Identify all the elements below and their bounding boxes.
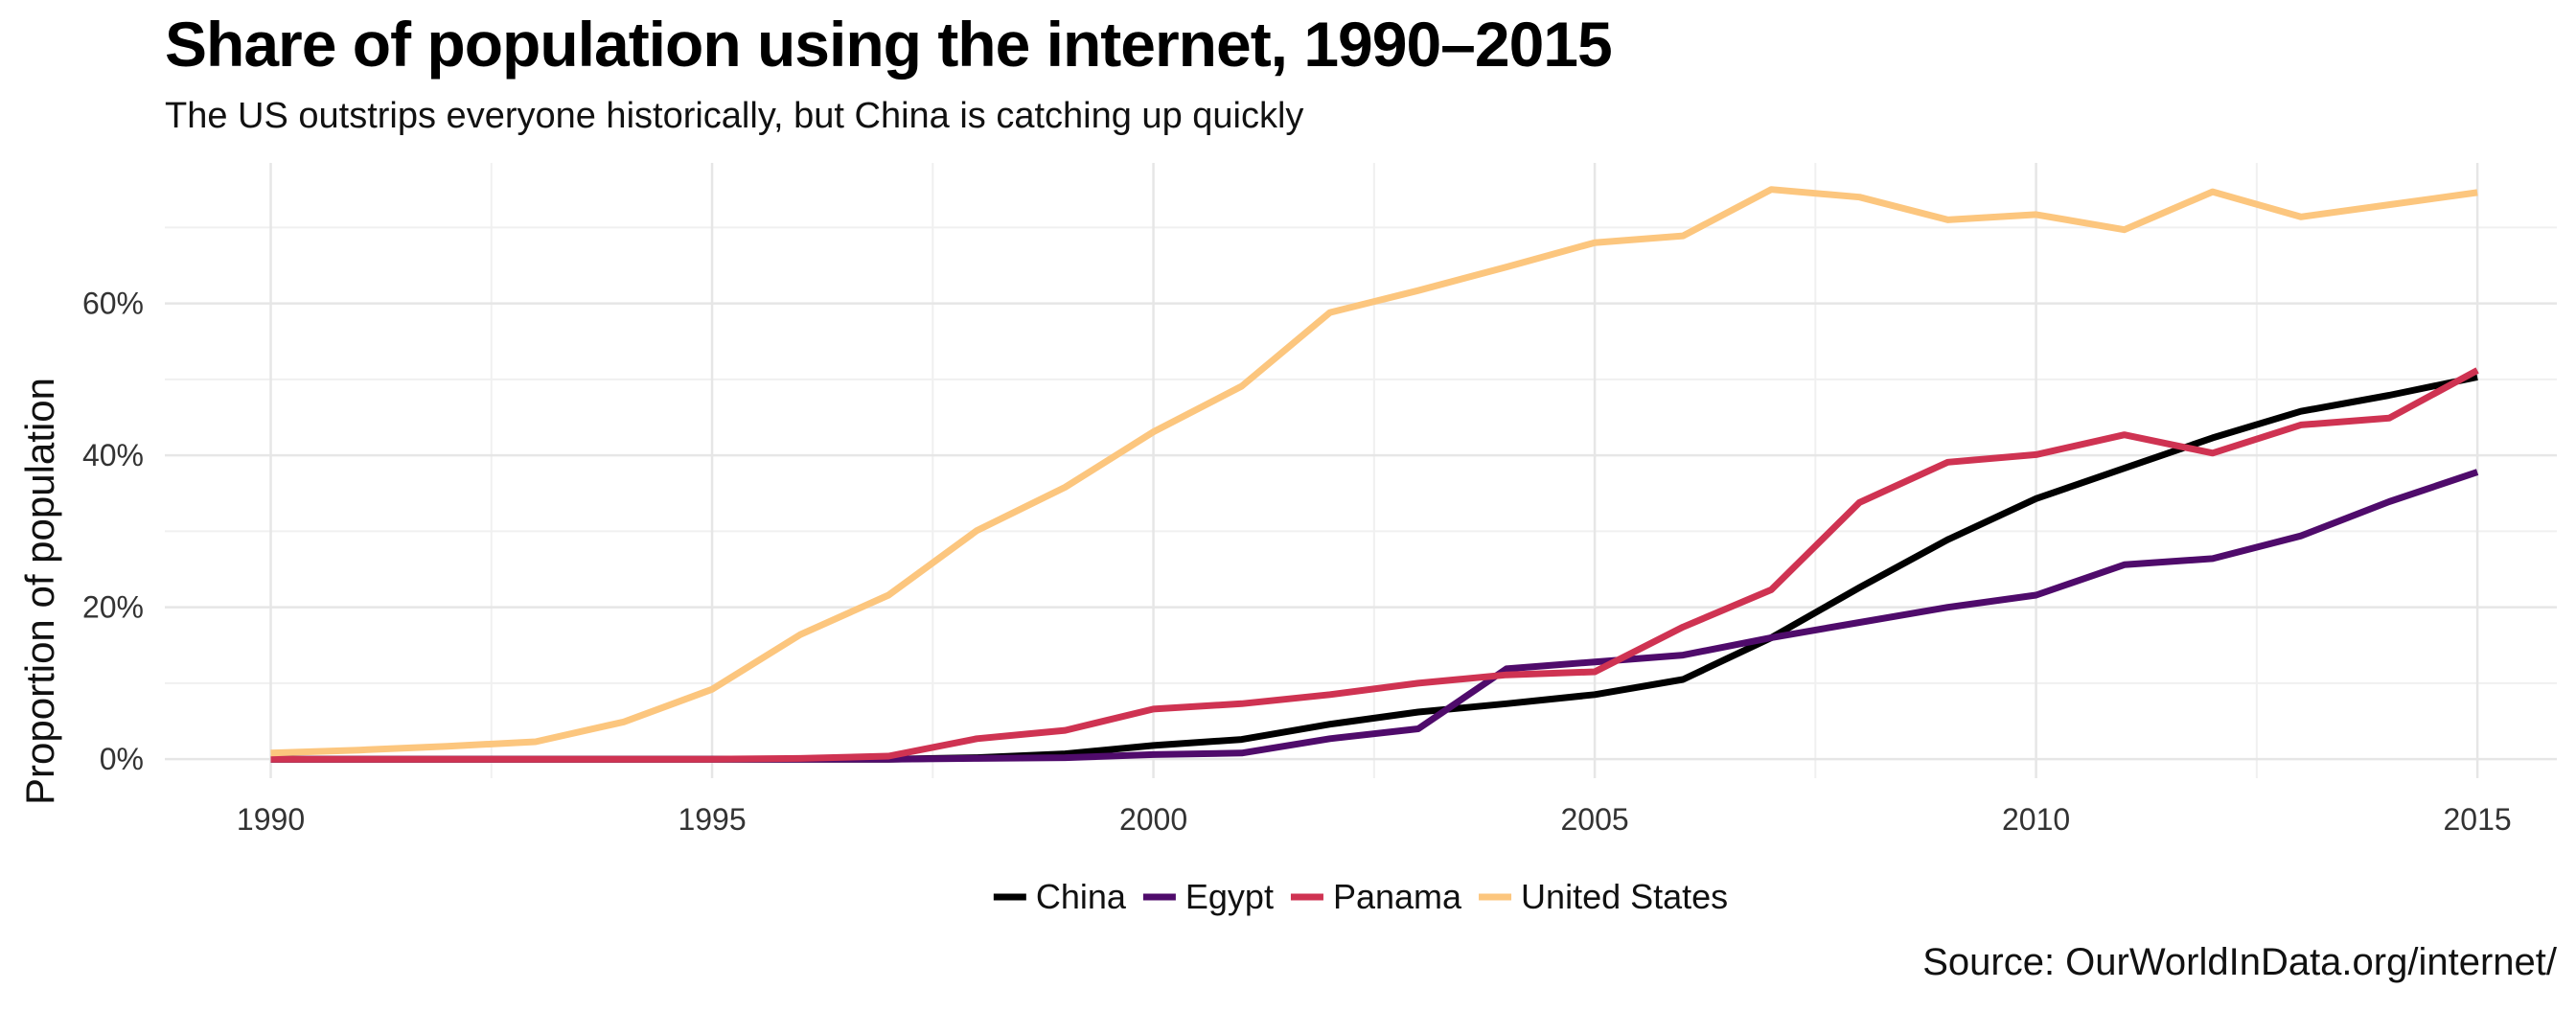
legend: China Egypt Panama United States bbox=[993, 877, 1728, 916]
legend-label: China bbox=[1036, 877, 1127, 916]
y-tick-label: 40% bbox=[82, 438, 144, 472]
y-axis-title: Proportion of population bbox=[17, 378, 62, 805]
legend-item: China bbox=[993, 877, 1127, 916]
series-lines bbox=[270, 186, 2479, 763]
chart-subtitle: The US outstrips everyone historically, … bbox=[165, 96, 1304, 136]
y-tick-label: 20% bbox=[82, 590, 144, 625]
series-line-united-states bbox=[270, 186, 2478, 757]
y-axis: 0% 20% 40% 60% bbox=[82, 287, 144, 777]
x-tick-label: 1990 bbox=[237, 802, 305, 837]
legend-item: Egypt bbox=[1142, 877, 1274, 916]
y-tick-label: 60% bbox=[82, 287, 144, 321]
grid bbox=[165, 163, 2557, 778]
legend-label: United States bbox=[1521, 877, 1728, 916]
legend-label: Panama bbox=[1333, 877, 1462, 916]
x-tick-label: 2010 bbox=[2002, 802, 2070, 837]
x-tick-label: 2000 bbox=[1119, 802, 1187, 837]
legend-label: Egypt bbox=[1185, 877, 1274, 916]
legend-item: United States bbox=[1479, 877, 1728, 916]
y-tick-label: 0% bbox=[100, 742, 144, 776]
series-line-panama bbox=[270, 367, 2479, 763]
legend-item: Panama bbox=[1290, 877, 1462, 916]
chart-title: Share of population using the internet, … bbox=[165, 9, 1613, 80]
x-tick-label: 2015 bbox=[2444, 802, 2512, 837]
x-tick-label: 1995 bbox=[678, 802, 746, 837]
x-axis: 1990 1995 2000 2005 2010 2015 bbox=[237, 802, 2512, 837]
x-tick-label: 2005 bbox=[1560, 802, 1628, 837]
source-note: Source: OurWorldInData.org/internet/ bbox=[1922, 941, 2557, 983]
